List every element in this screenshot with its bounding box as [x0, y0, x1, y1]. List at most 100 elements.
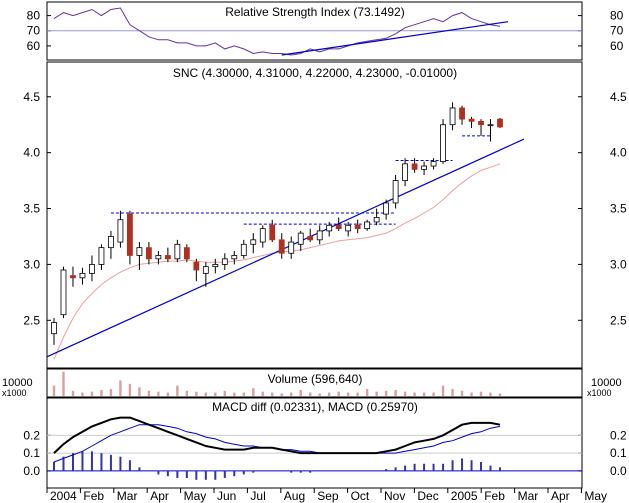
volume-bar [138, 387, 141, 396]
month-label: Dec [417, 489, 438, 503]
volume-bar [375, 391, 378, 396]
candle-body [468, 118, 475, 122]
month-label: 2004 [50, 489, 77, 503]
volume-bar [90, 391, 94, 396]
candle-body [269, 224, 276, 241]
volume-bar [119, 380, 122, 396]
candle-body [136, 247, 143, 256]
candle-body [117, 219, 124, 243]
volume-bar [157, 391, 160, 396]
volume-bar [299, 389, 302, 396]
month-label: Mar [117, 489, 138, 503]
candle-body [478, 120, 484, 126]
candle-body [145, 247, 152, 260]
month-label: Jul [250, 489, 265, 503]
month-label: Apr [551, 489, 570, 503]
volume-bar [147, 390, 151, 396]
volume-bar [62, 371, 65, 396]
volume-bar [470, 392, 473, 396]
price-tick-label-right: 2.5 [610, 313, 627, 327]
candle-body [364, 221, 371, 230]
volume-bar [384, 390, 388, 396]
candle-body [70, 275, 76, 279]
volume-bar [394, 389, 397, 396]
macd-tick-label-right: 0.0 [610, 464, 627, 478]
candle-body [335, 224, 342, 230]
volume-bar [460, 390, 464, 396]
volume-bar [214, 392, 217, 396]
volume-title: Volume (596,640) [268, 372, 363, 386]
month-label: Mar [518, 489, 539, 503]
candle-body [183, 247, 190, 260]
price-tick-label-left: 4.5 [23, 90, 40, 104]
rsi-tick-label-right: 80 [610, 9, 624, 23]
price-tick-label-left: 4.0 [23, 146, 40, 160]
macd-tick-label-right: 0.1 [610, 446, 627, 460]
price-tick-label-left: 3.5 [23, 202, 40, 216]
candle-body [326, 224, 333, 232]
volume-bar [261, 391, 264, 396]
rsi-tick-label-right: 60 [610, 39, 624, 53]
candle-body [411, 163, 418, 170]
rsi-tick-label-left: 80 [27, 9, 41, 23]
month-label: May [584, 489, 607, 503]
volume-bar [422, 392, 426, 396]
volume-unit-label-right: x1000 [587, 388, 612, 398]
volume-bar [52, 385, 56, 396]
volume-bar [128, 383, 132, 396]
volume-tick-label-left: 10000 [2, 377, 33, 389]
rsi-tick-label-left: 70 [27, 24, 41, 38]
price-tick-label-left: 2.5 [23, 313, 40, 327]
volume-bar [271, 392, 274, 396]
rsi-line [53, 7, 501, 56]
volume-bar [489, 392, 492, 396]
candle-body [202, 266, 209, 274]
volume-bar [252, 388, 255, 396]
candle-body [221, 258, 228, 265]
candle-body [297, 232, 304, 245]
price-title: SNC (4.30000, 4.31000, 4.22000, 4.23000,… [173, 66, 457, 80]
candle-body [155, 255, 162, 260]
price-tick-label-right: 3.5 [610, 202, 627, 216]
volume-bar [498, 393, 502, 396]
candle-body [174, 243, 181, 260]
volume-bar [185, 390, 189, 396]
volume-bar [441, 385, 445, 396]
month-label: Sep [317, 489, 339, 503]
candle-body [421, 165, 427, 170]
volume-bar [365, 389, 369, 396]
macd-tick-label-right: 0.2 [610, 428, 627, 442]
macd-tick-label-left: 0.0 [23, 464, 40, 478]
candle-body [240, 243, 247, 256]
month-label: May [184, 489, 207, 503]
price-tick-label-left: 3.0 [23, 257, 40, 271]
volume-bar [71, 390, 75, 396]
volume-bar [346, 392, 350, 396]
macd-line [53, 416, 501, 455]
labels-layer: 2004 Feb Mar Apr May Jun Jul Aug Sep Oct Nov Dec 200… [23, 9, 627, 503]
month-label: Apr [150, 489, 169, 503]
volume-bar [233, 392, 236, 396]
volume-bar [413, 392, 416, 396]
candle-body [487, 124, 494, 127]
volume-bar [318, 393, 321, 396]
volume-bar [204, 392, 208, 396]
candle-body [459, 107, 465, 120]
candle-body [212, 264, 219, 268]
candle-body [316, 230, 323, 241]
macd-tick-label-left: 0.1 [23, 446, 40, 460]
month-label: Aug [284, 489, 305, 503]
volume-bar [100, 389, 103, 396]
month-label: Feb [484, 489, 505, 503]
candle-body [449, 107, 456, 126]
candle-body [392, 180, 399, 204]
volume-bar [176, 385, 179, 396]
candle-body [402, 163, 409, 181]
candle-body [79, 272, 86, 279]
candle-body [497, 118, 503, 128]
macd-title: MACD diff (0.02331), MACD (0.25970) [212, 400, 418, 414]
candle-body [345, 224, 352, 232]
volume-bar [479, 391, 483, 396]
moving-average-line [53, 163, 501, 360]
